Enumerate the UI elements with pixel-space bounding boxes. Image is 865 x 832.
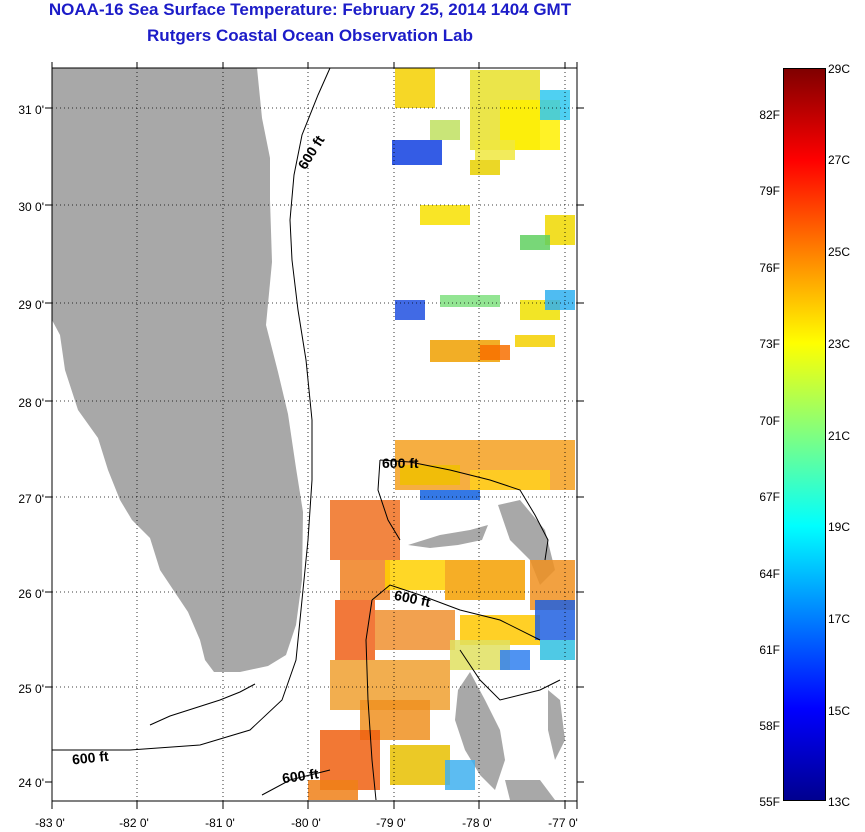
sst-pixel-patch — [330, 500, 400, 560]
longitude-label: -81 0' — [205, 816, 235, 830]
colorbar-celsius-label: 19C — [828, 520, 851, 534]
colorbar-fahrenheit-label: 76F — [759, 261, 780, 275]
longitude-label: -82 0' — [119, 816, 149, 830]
latitude-label: 27 0' — [18, 492, 44, 506]
longitude-label: -83 0' — [35, 816, 65, 830]
colorbar-fahrenheit-label: 70F — [759, 414, 780, 428]
colorbar-celsius-label: 29C — [828, 62, 851, 76]
latitude-label: 26 0' — [18, 587, 44, 601]
sst-pixel-patch — [500, 650, 530, 670]
sst-pixel-patch — [420, 205, 470, 225]
sst-pixel-patch — [540, 640, 575, 660]
colorbar-fahrenheit-label: 64F — [759, 567, 780, 581]
tick-marks — [45, 62, 584, 809]
andros-island — [455, 672, 505, 790]
colorbar-fahrenheit-label: 67F — [759, 490, 780, 504]
colorbar-celsius-label: 21C — [828, 429, 851, 443]
colorbar-fahrenheit-label: 61F — [759, 643, 780, 657]
sst-pixel-patch — [470, 470, 550, 490]
isobath-label: 600 ft — [281, 765, 320, 786]
florida-landmass — [52, 68, 303, 672]
longitude-label: -78 0' — [462, 816, 492, 830]
sst-pixel-patch — [445, 560, 525, 600]
sst-pixel-patch — [420, 490, 480, 500]
latitude-label: 25 0' — [18, 682, 44, 696]
isobath-label: 600 ft — [71, 748, 109, 768]
isobath-label: 600 ft — [393, 587, 432, 610]
isobath-label: 600 ft — [295, 132, 328, 172]
latitude-label: 31 0' — [18, 103, 44, 117]
colorbar-celsius-label: 23C — [828, 337, 851, 351]
colorbar-fahrenheit-label: 58F — [759, 719, 780, 733]
sst-pixel-patch — [535, 600, 575, 640]
sea-surface-temperature-data — [308, 68, 575, 800]
colorbar-fahrenheit-label: 55F — [759, 795, 780, 809]
temperature-colorbar — [783, 68, 826, 801]
longitude-label: -77 0' — [548, 816, 578, 830]
sst-pixel-patch — [545, 290, 575, 310]
latitude-label: 29 0' — [18, 298, 44, 312]
grand-bahama-island — [408, 525, 488, 548]
longitude-label: -80 0' — [291, 816, 321, 830]
sst-pixel-patch — [375, 610, 455, 650]
latitude-label: 28 0' — [18, 396, 44, 410]
sst-pixel-patch — [440, 295, 500, 307]
sst-pixel-patch — [308, 780, 358, 800]
sst-pixel-patch — [470, 160, 500, 175]
colorbar-fahrenheit-label: 82F — [759, 108, 780, 122]
latitude-label: 24 0' — [18, 776, 44, 790]
colorbar-celsius-label: 13C — [828, 795, 851, 809]
sst-pixel-patch — [540, 90, 570, 120]
eleuthera-island — [548, 690, 565, 760]
cuba-coast — [505, 780, 555, 800]
latitude-label: 30 0' — [18, 200, 44, 214]
sst-pixel-patch — [395, 68, 435, 108]
sst-pixel-patch — [395, 300, 425, 320]
sst-pixel-patch — [385, 560, 445, 590]
isobath-600ft — [52, 67, 561, 801]
map-subtitle: Rutgers Coastal Ocean Observation Lab — [147, 26, 473, 45]
sst-pixel-patch — [430, 120, 460, 140]
longitude-label: -79 0' — [376, 816, 406, 830]
colorbar-celsius-label: 17C — [828, 612, 851, 626]
sst-pixel-patch — [515, 335, 555, 347]
colorbar-fahrenheit-label: 73F — [759, 337, 780, 351]
sst-pixel-patch — [445, 760, 475, 790]
colorbar-fahrenheit-label: 79F — [759, 184, 780, 198]
colorbar-celsius-label: 27C — [828, 153, 851, 167]
sst-pixel-patch — [392, 140, 442, 165]
sst-pixel-patch — [335, 600, 375, 660]
sst-pixel-patch — [480, 345, 510, 360]
sst-pixel-patch — [390, 745, 450, 785]
sst-pixel-patch — [475, 140, 515, 160]
florida-keys — [149, 683, 256, 726]
colorbar-celsius-label: 15C — [828, 704, 851, 718]
map-frame — [51, 67, 578, 802]
isobath-label: 600 ft — [382, 455, 419, 471]
colorbar-celsius-label: 25C — [828, 245, 851, 259]
sst-pixel-patch — [340, 560, 390, 600]
sst-pixel-patch — [520, 235, 550, 250]
sst-pixel-patch — [400, 465, 460, 485]
map-title: NOAA-16 Sea Surface Temperature: Februar… — [48, 0, 572, 19]
